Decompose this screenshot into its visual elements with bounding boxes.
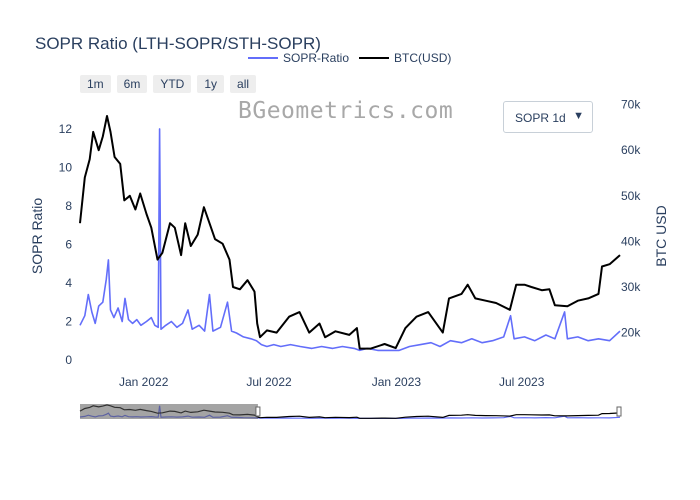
y-right-tick-label: 70k (621, 98, 641, 112)
range-button-1y[interactable]: 1y (197, 75, 225, 93)
y-left-tick-label: 0 (65, 353, 72, 367)
dropdown-selected: SOPR 1d (515, 111, 566, 125)
y-left-tick-label: 10 (59, 160, 73, 174)
y-left-tick-label: 6 (65, 237, 72, 251)
y-right-tick-label: 60k (621, 143, 641, 157)
y-right-tick-label: 20k (621, 326, 641, 340)
range-slider-handle-left (255, 406, 261, 417)
y-axis-left: 0 2 4 6 8 10 12 (59, 122, 73, 367)
range-slider[interactable] (79, 404, 622, 420)
legend-item-btc[interactable]: BTC(USD) (359, 51, 451, 65)
series-group (79, 115, 621, 352)
x-axis: Jan 2022 Jul 2022 Jan 2023 Jul 2023 (119, 375, 545, 389)
legend: SOPR-Ratio BTC(USD) (248, 51, 451, 65)
range-button-ytd[interactable]: YTD (153, 75, 192, 93)
series-line-btc-usd (79, 115, 621, 350)
legend-label-sopr: SOPR-Ratio (283, 51, 350, 65)
range-button-6m[interactable]: 6m (116, 75, 148, 93)
y-left-tick-label: 4 (65, 276, 72, 290)
range-slider-handle-right (616, 406, 622, 417)
y-right-tick-label: 50k (621, 189, 641, 203)
y-left-tick-label: 2 (65, 314, 72, 328)
legend-swatch-sopr (248, 57, 278, 59)
y-left-tick-label: 8 (65, 199, 72, 213)
y-axis-right: 20k 30k 40k 50k 60k 70k (621, 98, 641, 340)
y-left-tick-label: 12 (59, 122, 73, 136)
chart-title: SOPR Ratio (LTH-SOPR/STH-SOPR) (35, 34, 321, 53)
range-button-1m[interactable]: 1m (80, 75, 111, 93)
x-tick-label: Jan 2022 (119, 375, 169, 389)
series-line-sopr-ratio (79, 128, 621, 352)
y-right-tick-label: 40k (621, 234, 641, 248)
legend-item-sopr[interactable]: SOPR-Ratio (248, 51, 349, 65)
x-tick-label: Jan 2023 (372, 375, 422, 389)
y-right-tick-label: 30k (621, 280, 641, 294)
x-tick-label: Jul 2022 (246, 375, 292, 389)
caret-down-icon: ▼ (573, 110, 584, 122)
metric-dropdown[interactable]: SOPR 1d ▼ (503, 101, 593, 133)
range-selector: 1m 6m YTD 1y all (80, 75, 257, 93)
range-button-all[interactable]: all (230, 75, 257, 93)
watermark: BGeometrics.com (238, 98, 454, 124)
legend-label-btc: BTC(USD) (394, 51, 452, 65)
x-tick-label: Jul 2023 (499, 375, 545, 389)
legend-swatch-btc (359, 57, 390, 59)
range-slider-mask (80, 404, 258, 419)
